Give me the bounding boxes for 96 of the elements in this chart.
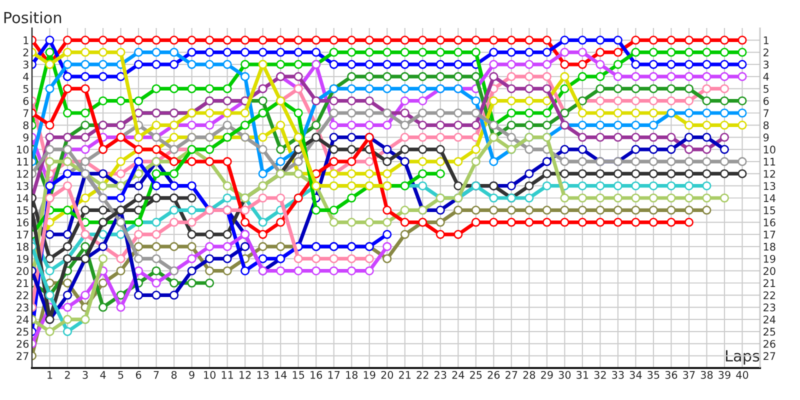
- x-tick-label: 29: [541, 370, 553, 379]
- x-tick-label: 1: [48, 371, 52, 379]
- x-tick-label: 12: [240, 370, 251, 379]
- x-tick-label: 20: [381, 370, 394, 379]
- x-tick-label: 17: [328, 371, 340, 379]
- x-tick-label: 13: [257, 370, 269, 379]
- y2-tick-label: 23: [764, 304, 776, 312]
- x-tick-label: 11: [222, 371, 233, 379]
- y2-tick-label: 21: [764, 279, 776, 287]
- y2-tick-label: 5: [764, 85, 768, 93]
- y-tick-label: 7: [23, 109, 28, 117]
- x-tick-label: 7: [154, 371, 159, 379]
- y2-tick-label: 1: [764, 36, 768, 44]
- x-tick-label: 25: [470, 370, 482, 379]
- x-tick-label: 40: [736, 370, 748, 379]
- y2-tick-label: 9: [763, 134, 769, 142]
- y-tick-label: 4: [23, 72, 29, 81]
- x-tick-label: 4: [100, 371, 106, 379]
- y2-tick-label: 20: [764, 267, 776, 275]
- y2-tick-label: 25: [764, 328, 776, 336]
- y-tick-label: 16: [17, 218, 29, 226]
- y2-tick-label: 4: [763, 72, 769, 81]
- y2-tick-label: 19: [764, 254, 776, 263]
- y-tick-label: 25: [16, 328, 28, 336]
- y2-tick-label: 7: [764, 109, 769, 117]
- x-tick-label: 22: [416, 370, 428, 379]
- x-tick-label: 10: [204, 370, 216, 379]
- x-tick-label: 33: [612, 370, 624, 379]
- y-tick-label: 23: [16, 304, 28, 312]
- y-tick-label: 6: [23, 97, 29, 105]
- y-tick-label: 5: [23, 85, 28, 93]
- y2-tick-label: 11: [764, 158, 776, 166]
- y-tick-label: 10: [17, 146, 29, 154]
- x-tick-label: 21: [399, 370, 411, 379]
- y-tick-label: 9: [23, 134, 28, 142]
- y-tick-label: 24: [16, 316, 29, 324]
- y2-tick-label: 8: [763, 121, 769, 130]
- y2-tick-label: 27: [764, 352, 776, 360]
- x-tick-label: 37: [683, 370, 695, 379]
- y-tick-label: 17: [17, 230, 28, 238]
- y-tick-label: 19: [17, 254, 28, 263]
- y2-tick-label: 14: [764, 194, 776, 202]
- x-tick-label: 18: [346, 370, 358, 379]
- y2-tick-label: 15: [764, 206, 776, 214]
- y-tick-label: 1: [24, 36, 28, 44]
- y-tick-label: 3: [23, 60, 28, 69]
- x-tick-label: 26: [488, 370, 500, 379]
- x-tick-label: 2: [64, 370, 70, 379]
- x-tick-label: 30: [558, 370, 571, 379]
- y-tick-label: 15: [17, 206, 28, 214]
- x-tick-label: 31: [576, 370, 588, 379]
- y2-tick-label: 6: [764, 97, 769, 105]
- x-tick-label: 34: [630, 370, 642, 379]
- y-axis-title: Position: [4, 12, 62, 24]
- y2-tick-label: 17: [764, 230, 776, 238]
- x-tick-label: 23: [434, 370, 446, 379]
- x-tick-label: 38: [700, 370, 713, 379]
- y-tick-label: 27: [16, 352, 28, 360]
- x-tick-label: 6: [136, 370, 142, 379]
- x-tick-label: 35: [648, 370, 660, 379]
- y2-tick-label: 22: [764, 291, 775, 300]
- y2-tick-label: 12: [764, 170, 775, 178]
- y2-tick-label: 10: [764, 146, 776, 154]
- y-tick-label: 26: [16, 340, 29, 348]
- y2-tick-label: 16: [764, 218, 776, 226]
- x-tick-label: 39: [718, 370, 730, 379]
- y-tick-label: 8: [23, 121, 29, 130]
- y-tick-label: 21: [16, 279, 28, 287]
- y2-tick-label: 24: [764, 316, 776, 324]
- y-tick-label: 18: [17, 242, 29, 251]
- x-tick-label: 9: [189, 370, 194, 379]
- y2-tick-label: 2: [764, 48, 768, 56]
- y2-tick-label: 3: [764, 60, 769, 69]
- y-tick-label: 20: [16, 267, 29, 275]
- x-tick-label: 32: [594, 370, 606, 379]
- y-tick-label: 2: [23, 48, 28, 56]
- x-tick-label: 14: [275, 371, 287, 379]
- x-tick-label: 5: [118, 371, 124, 379]
- y2-tick-label: 18: [764, 242, 776, 251]
- x-tick-label: 28: [523, 370, 536, 379]
- y-tick-label: 22: [16, 291, 28, 300]
- y-tick-label: 11: [17, 158, 28, 166]
- y2-tick-label: 13: [764, 182, 776, 190]
- x-tick-label: 8: [171, 370, 177, 379]
- x-axis-title: Laps: [726, 350, 760, 365]
- x-tick-label: 19: [364, 370, 376, 379]
- x-tick-label: 24: [452, 370, 464, 379]
- x-tick-label: 3: [82, 370, 88, 379]
- x-tick-label: 15: [292, 371, 304, 379]
- x-tick-label: 36: [665, 370, 678, 379]
- y-tick-label: 12: [17, 170, 28, 178]
- y-tick-label: 13: [17, 182, 28, 190]
- y-tick-label: 14: [17, 194, 29, 202]
- x-tick-label: 16: [310, 370, 322, 379]
- y2-tick-label: 26: [764, 340, 776, 348]
- x-tick-label: 27: [506, 370, 518, 379]
